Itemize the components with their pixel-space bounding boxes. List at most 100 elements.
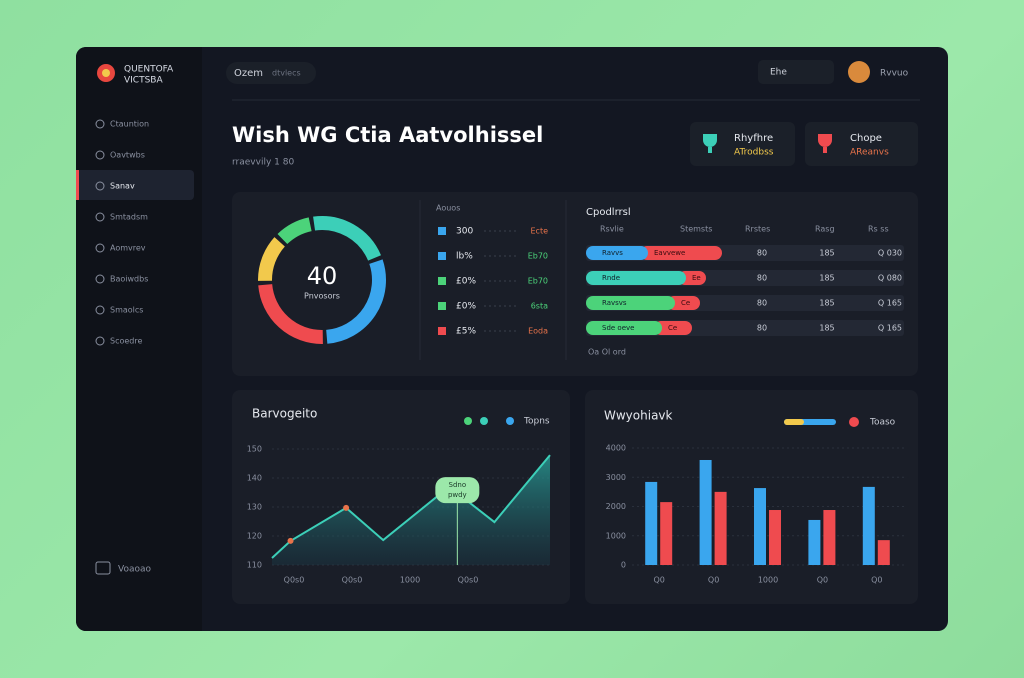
bar-label: Ravvs xyxy=(602,249,623,257)
bar xyxy=(877,540,890,565)
legend-dot xyxy=(506,417,514,425)
cell: 185 xyxy=(819,274,834,283)
y-tick-label: 3000 xyxy=(606,473,626,482)
footer-icon xyxy=(95,561,111,575)
y-tick-label: 130 xyxy=(247,503,262,512)
cell: 80 xyxy=(757,274,767,283)
bar-segment xyxy=(586,296,675,310)
nav-item[interactable]: Aomvrev xyxy=(110,244,146,253)
nav-item[interactable]: Sanav xyxy=(110,182,135,191)
nav-item[interactable]: Smaolcs xyxy=(110,306,143,315)
page-title: Wish WG Ctia Aatvolhissel xyxy=(232,123,543,147)
nav-active xyxy=(76,170,194,200)
table-footer: Oa Ol ord xyxy=(588,348,626,357)
bar xyxy=(862,486,875,565)
cell: Q 030 xyxy=(878,249,902,258)
card[interactable] xyxy=(690,122,795,166)
bar-label: Ravsvs xyxy=(602,299,627,307)
pill-text: Ehe xyxy=(770,68,787,78)
card-title: Chope xyxy=(850,133,882,144)
nav-item[interactable]: Oavtwbs xyxy=(110,151,145,160)
bar-label: Ee xyxy=(692,274,701,282)
bar-label: Ce xyxy=(668,324,677,332)
legend-dot xyxy=(464,417,472,425)
legend-label: £5% xyxy=(456,327,476,337)
sidebar-footer[interactable]: Voaoao xyxy=(118,565,152,575)
nav-item[interactable]: Smtadsm xyxy=(110,213,148,222)
legend-dot xyxy=(849,417,859,427)
bar xyxy=(808,519,821,565)
donut-segment xyxy=(313,216,381,261)
x-tick-label: Q0 xyxy=(871,576,882,585)
nav-icon xyxy=(95,243,105,253)
cell: 80 xyxy=(757,249,767,258)
legend-swatch xyxy=(438,227,446,235)
column-header: Rasg xyxy=(815,225,835,234)
x-tick-label: Q0s0 xyxy=(458,576,479,585)
donut-segment xyxy=(258,283,323,344)
bar-segment xyxy=(586,246,648,260)
search-box[interactable] xyxy=(226,62,316,84)
legend-swatch xyxy=(784,419,804,425)
callout-text: pwdy xyxy=(448,491,467,499)
legend-value: Eb70 xyxy=(528,252,548,261)
x-tick-label: Q0s0 xyxy=(342,576,363,585)
chart-title: Barvogeito xyxy=(252,407,317,421)
legend-value: Eb70 xyxy=(528,277,548,286)
legend-swatch xyxy=(438,252,446,260)
bar xyxy=(754,488,766,565)
legend-dot xyxy=(480,417,488,425)
cell: Q 165 xyxy=(878,299,902,308)
callout-text: Sdno xyxy=(449,481,467,489)
legend-heading: Aouos xyxy=(436,204,460,213)
y-tick-label: 120 xyxy=(247,532,262,541)
legend-swatch xyxy=(438,327,446,335)
y-tick-label: 4000 xyxy=(606,444,626,453)
avatar[interactable] xyxy=(848,61,870,83)
bar-label: Sde oeve xyxy=(602,324,634,332)
header-pill[interactable] xyxy=(758,60,834,84)
nav-item[interactable]: Ctauntion xyxy=(110,120,149,129)
nav-icon xyxy=(95,181,105,191)
nav-item[interactable]: Scoedre xyxy=(110,337,142,346)
y-tick-label: 110 xyxy=(247,561,262,570)
cell: Q 080 xyxy=(878,274,902,283)
card[interactable] xyxy=(805,122,918,166)
donut-segment xyxy=(325,259,386,344)
bar-label: Eavvewe xyxy=(654,249,685,257)
bar xyxy=(699,459,712,565)
card-sub: ATrodbss xyxy=(734,148,774,158)
y-tick-label: 150 xyxy=(247,445,262,454)
nav-icon xyxy=(95,336,105,346)
x-tick-label: Q0s0 xyxy=(284,576,305,585)
bar-segment xyxy=(586,271,686,285)
card-title: Rhyfhre xyxy=(734,133,773,144)
column-header: Stemsts xyxy=(680,225,712,234)
trophy-icon xyxy=(818,134,832,153)
cell: 185 xyxy=(819,324,834,333)
cell: 185 xyxy=(819,249,834,258)
nav-item[interactable]: Baoiwdbs xyxy=(110,275,148,284)
legend-label: £0% xyxy=(456,302,476,312)
legend-value: 6sta xyxy=(531,302,548,311)
donut-segment xyxy=(258,237,286,282)
point xyxy=(287,537,294,544)
nav-icon xyxy=(95,119,105,129)
search-text: Ozem xyxy=(234,68,263,79)
y-tick-label: 1000 xyxy=(606,531,626,540)
y-tick-label: 0 xyxy=(621,561,626,570)
x-tick-label: Q0 xyxy=(654,576,665,585)
x-tick-label: 1000 xyxy=(758,576,778,585)
legend-label: £0% xyxy=(456,277,476,287)
bar xyxy=(769,510,781,565)
donut-segment xyxy=(277,217,312,245)
user-name: Rvvuo xyxy=(880,69,909,79)
callout xyxy=(435,477,480,504)
bar-label: Rnde xyxy=(602,274,620,282)
nav-icon xyxy=(95,212,105,222)
legend-text: Topns xyxy=(523,417,550,427)
bar-label: Ce xyxy=(681,299,690,307)
bar-segment xyxy=(654,321,692,335)
